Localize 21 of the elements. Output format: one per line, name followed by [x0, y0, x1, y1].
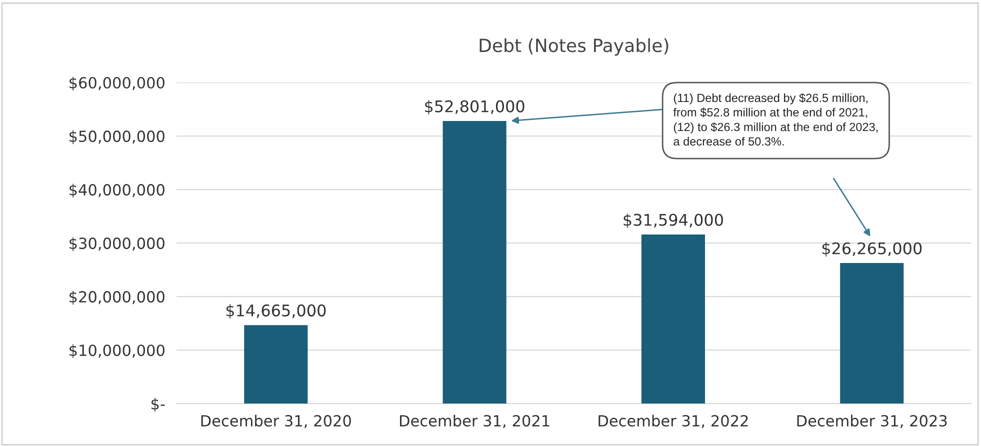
chart-title: Debt (Notes Payable) [480, 38, 668, 56]
x-tick-label: December 31, 2021 [400, 414, 550, 428]
annotation: (11) Debt decreased by $26.5 million, from $52.8 million at the end of 2021, (12) to $26.3 million at the end of 2023, a decrease of 50.3%. [673, 93, 878, 146]
data-label: $31,594,000 [624, 214, 723, 228]
y-tick-label: $10,000,000 [70, 344, 164, 358]
y-tick-label: $50,000,000 [70, 130, 164, 144]
y-tick-label: $60,000,000 [70, 76, 164, 91]
y-tick-label: $40,000,000 [70, 184, 164, 198]
y-tick-label: $- [152, 398, 165, 412]
x-tick-label: December 31, 2020 [201, 414, 351, 428]
bar [840, 263, 904, 404]
data-label: $52,801,000 [425, 100, 524, 115]
bar [641, 234, 705, 404]
data-label: $26,265,000 [822, 242, 922, 257]
bar [442, 121, 506, 404]
x-tick-label: December 31, 2023 [797, 414, 947, 428]
data-label: $14,665,000 [226, 304, 326, 319]
y-tick-label: $30,000,000 [70, 237, 164, 252]
y-tick-label: $20,000,000 [70, 290, 164, 305]
bar [244, 325, 308, 404]
x-tick-label: December 31, 2022 [598, 414, 748, 428]
